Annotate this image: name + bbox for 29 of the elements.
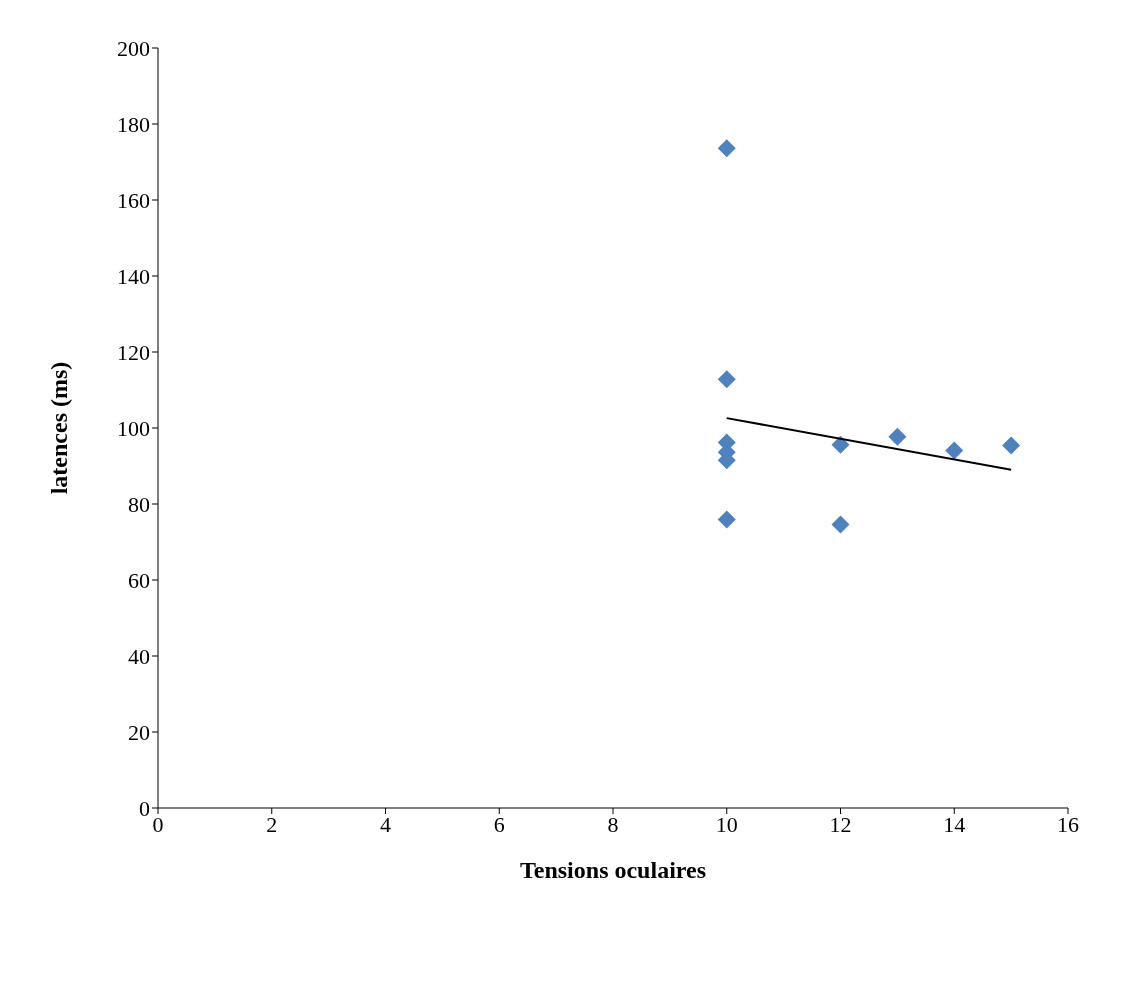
y-tick-label: 100 (117, 415, 150, 441)
x-tick-label: 16 (1057, 811, 1079, 837)
y-tick-label: 140 (117, 263, 150, 289)
x-tick-label: 2 (266, 811, 278, 837)
point (831, 435, 850, 454)
point (717, 139, 736, 158)
point (945, 441, 964, 460)
y-tick-label: 60 (128, 567, 150, 593)
point (717, 510, 736, 529)
x-axis-title: Tensions oculaires (519, 857, 707, 883)
y-tick-label: 20 (128, 719, 150, 745)
x-tick-label: 4 (380, 811, 391, 837)
y-tick-label: 0 (139, 795, 150, 821)
point (1002, 436, 1021, 455)
y-tick-label: 180 (117, 111, 150, 137)
x-tick-label: 12 (829, 811, 852, 837)
y-tick-label: 120 (117, 339, 150, 365)
y-tick-label: 40 (128, 643, 150, 669)
y-tick-label: 160 (117, 187, 150, 213)
x-tick-label: 10 (715, 811, 738, 837)
point (888, 427, 907, 446)
x-tick-label: 6 (493, 811, 505, 837)
x-tick-label: 14 (943, 811, 966, 837)
y-axis-title: latences (ms) (45, 361, 72, 495)
y-tick-label: 80 (128, 491, 150, 517)
y-tick-label: 200 (117, 35, 150, 61)
point (831, 515, 850, 534)
point (717, 370, 736, 389)
x-tick-label: 8 (607, 811, 619, 837)
